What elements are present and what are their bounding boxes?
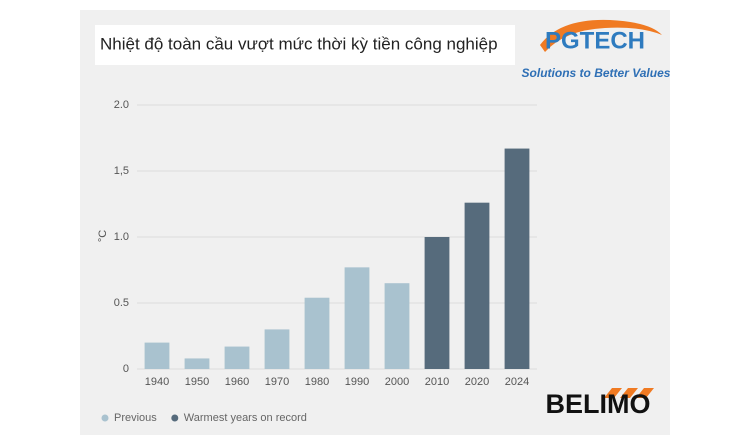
y-tick-label: 0	[123, 363, 129, 375]
y-axis-label: °C	[97, 230, 109, 242]
x-tick-label: 1960	[225, 376, 249, 388]
bar	[144, 342, 170, 369]
x-tick-label: 2010	[425, 376, 449, 388]
y-tick-label: 1,5	[114, 165, 129, 177]
x-tick-label: 1940	[145, 376, 169, 388]
x-tick-label: 1950	[185, 376, 209, 388]
belimo-logo: BELIMO	[546, 388, 654, 419]
belimo-text: BELIMO	[546, 389, 651, 419]
bar	[424, 237, 450, 369]
bar	[224, 346, 250, 369]
y-tick-label: 0.5	[114, 297, 129, 309]
x-tick-label: 1970	[265, 376, 289, 388]
panel	[80, 10, 670, 435]
pgtech-text: PGTECH	[545, 27, 645, 54]
x-tick-label: 2020	[465, 376, 489, 388]
bar	[504, 148, 530, 369]
bar	[384, 283, 410, 369]
y-tick-label: 2.0	[114, 99, 129, 111]
title-box	[95, 25, 515, 65]
legend-label: Previous	[114, 412, 157, 424]
bar	[344, 267, 370, 369]
bar	[304, 297, 330, 369]
bar	[264, 329, 290, 369]
y-tick-label: 1.0	[114, 231, 129, 243]
chart-title: Nhiệt độ toàn cầu vượt mức thời kỳ tiền …	[100, 34, 498, 53]
x-tick-label: 2024	[505, 376, 529, 388]
legend-marker	[101, 414, 109, 422]
legend-label: Warmest years on record	[184, 412, 307, 424]
x-tick-label: 2000	[385, 376, 409, 388]
bar	[184, 358, 210, 369]
pgtech-logo: PGTECH Solutions to Better Values	[522, 19, 671, 80]
x-tick-label: 1990	[345, 376, 369, 388]
x-tick-label: 1980	[305, 376, 329, 388]
legend-marker	[171, 414, 179, 422]
bar	[464, 202, 490, 369]
pgtech-tagline: Solutions to Better Values	[522, 66, 671, 80]
